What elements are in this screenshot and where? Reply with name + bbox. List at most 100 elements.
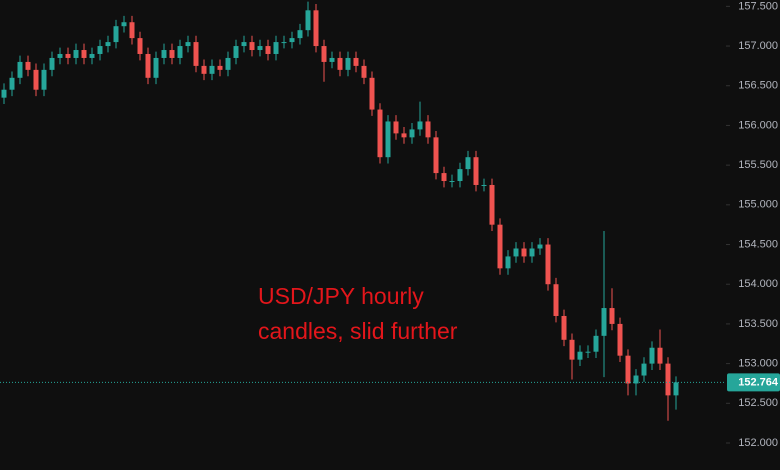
candle-body bbox=[369, 77, 375, 110]
candle-body bbox=[385, 121, 391, 158]
candle-body bbox=[313, 10, 319, 47]
candle-body bbox=[473, 157, 479, 185]
y-tick-label: 152.500 bbox=[738, 397, 778, 409]
candle-body bbox=[617, 323, 623, 356]
candle-body bbox=[377, 109, 383, 158]
candle-body bbox=[89, 53, 95, 58]
candle-body bbox=[337, 57, 343, 70]
candle-body bbox=[201, 65, 207, 74]
candle-body bbox=[401, 133, 407, 138]
candle-body bbox=[633, 375, 639, 384]
candle-body bbox=[273, 42, 279, 54]
candle-body bbox=[673, 382, 679, 396]
candle-body bbox=[329, 57, 335, 62]
candle-body bbox=[305, 10, 311, 31]
candle-body bbox=[257, 46, 263, 51]
candle-body bbox=[129, 22, 135, 39]
candle-body bbox=[561, 315, 567, 340]
candle-body bbox=[577, 351, 583, 360]
candle-body bbox=[57, 53, 63, 58]
y-tick-label: 152.000 bbox=[738, 437, 778, 449]
candle-body bbox=[137, 38, 143, 54]
candle-body bbox=[297, 30, 303, 39]
candle-body bbox=[625, 355, 631, 384]
candle-body bbox=[249, 42, 255, 51]
candle-body bbox=[121, 22, 127, 27]
annotation: USD/JPY hourly bbox=[258, 283, 424, 309]
candle-body bbox=[81, 50, 87, 58]
candle-body bbox=[1, 89, 7, 98]
candle-body bbox=[449, 181, 455, 183]
candle-body bbox=[609, 308, 615, 324]
candle-body bbox=[361, 65, 367, 78]
y-tick-label: 157.500 bbox=[738, 0, 778, 12]
candle-body bbox=[585, 351, 591, 353]
candle-body bbox=[145, 53, 151, 78]
candle-body bbox=[321, 46, 327, 62]
y-tick-label: 155.000 bbox=[738, 199, 778, 211]
candle-body bbox=[97, 46, 103, 54]
candle-body bbox=[417, 121, 423, 130]
candle-body bbox=[657, 347, 663, 364]
candle-body bbox=[513, 248, 519, 257]
last-price-label: 152.764 bbox=[738, 376, 779, 388]
candle-body bbox=[409, 129, 415, 138]
candle-body bbox=[489, 184, 495, 225]
candle-body bbox=[153, 57, 159, 78]
candle-body bbox=[73, 50, 79, 58]
candle-body bbox=[9, 77, 15, 90]
y-tick-label: 157.000 bbox=[738, 40, 778, 52]
candle-body bbox=[281, 42, 287, 44]
y-tick-label: 153.000 bbox=[738, 358, 778, 370]
candle-body bbox=[441, 173, 447, 182]
candle-body bbox=[169, 50, 175, 58]
last-price-box bbox=[727, 373, 780, 392]
y-tick-label: 153.500 bbox=[738, 318, 778, 330]
candle-body bbox=[217, 65, 223, 70]
candle-body bbox=[601, 308, 607, 336]
candle-body bbox=[553, 284, 559, 316]
y-tick-label: 156.500 bbox=[738, 80, 778, 92]
candle-body bbox=[393, 121, 399, 134]
candle-body bbox=[481, 184, 487, 186]
candle-body bbox=[665, 363, 671, 396]
candle-body bbox=[241, 42, 247, 47]
candle-body bbox=[289, 38, 295, 43]
candle-body bbox=[497, 224, 503, 269]
candle-body bbox=[345, 57, 351, 70]
candle-body bbox=[209, 65, 215, 74]
candle-body bbox=[265, 46, 271, 54]
candle-body bbox=[641, 363, 647, 376]
y-tick-label: 156.000 bbox=[738, 119, 778, 131]
candle-body bbox=[425, 121, 431, 138]
candle-body bbox=[65, 53, 71, 58]
y-tick-label: 154.500 bbox=[738, 238, 778, 250]
candle-body bbox=[649, 347, 655, 364]
candle-body bbox=[505, 256, 511, 269]
annotation: candles, slid further bbox=[258, 318, 458, 344]
y-tick-label: 155.500 bbox=[738, 159, 778, 171]
candle-body bbox=[185, 42, 191, 47]
candle-body bbox=[161, 50, 167, 58]
candle-body bbox=[105, 42, 111, 47]
candle-body bbox=[33, 69, 39, 90]
candle-body bbox=[521, 248, 527, 257]
candle-body bbox=[17, 61, 23, 78]
candle-body bbox=[465, 157, 471, 170]
candle-body bbox=[41, 69, 47, 90]
candle-body bbox=[593, 335, 599, 352]
candle-body bbox=[457, 169, 463, 182]
candle-body bbox=[537, 244, 543, 249]
candle-body bbox=[529, 248, 535, 257]
candle-body bbox=[113, 26, 119, 43]
candle-body bbox=[569, 339, 575, 360]
candle-body bbox=[177, 46, 183, 58]
candle-body bbox=[353, 57, 359, 66]
y-tick-label: 154.000 bbox=[738, 278, 778, 290]
candle-body bbox=[433, 137, 439, 174]
candle-body bbox=[545, 244, 551, 285]
candle-body bbox=[233, 46, 239, 58]
